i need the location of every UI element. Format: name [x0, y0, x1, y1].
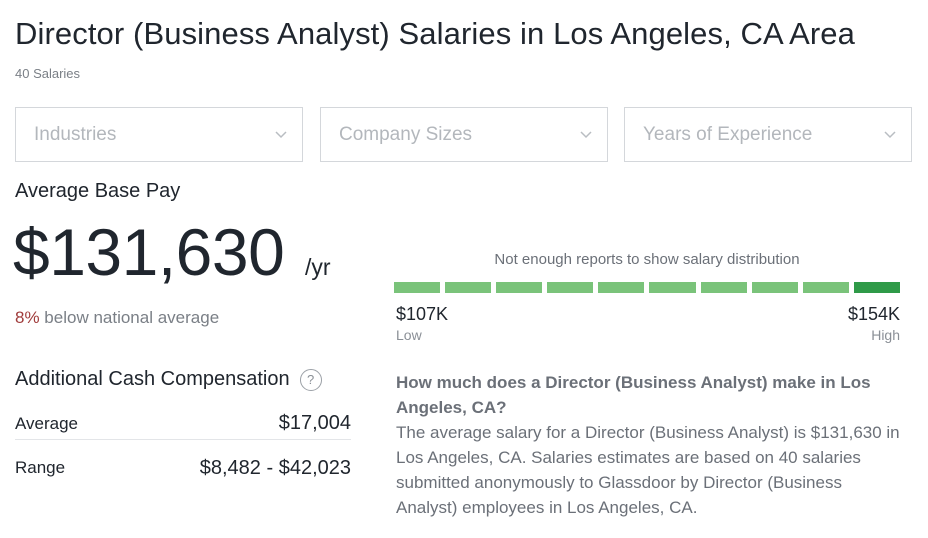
average-label: Average [15, 413, 79, 433]
pay-period-unit: /yr [305, 254, 331, 280]
faq-question: How much does a Director (Business Analy… [396, 373, 871, 417]
salary-bar-segment [700, 282, 747, 293]
salary-bar-segment [445, 282, 492, 293]
comparison-text: below national average [39, 308, 220, 327]
additional-cash-compensation-heading: Additional Cash Compensation ? [15, 368, 322, 391]
salary-bar-segment [496, 282, 543, 293]
salary-bar-segment [853, 282, 900, 293]
high-salary-value: $154K [847, 304, 900, 324]
additional-comp-range-row: Range $8,482 - $42,023 [15, 452, 351, 484]
average-value: $17,004 [278, 412, 351, 434]
years-of-experience-dropdown[interactable]: Years of Experience [624, 107, 912, 162]
high-salary-label: High [871, 327, 900, 343]
salary-bar-segment [802, 282, 849, 293]
page-title: Director (Business Analyst) Salaries in … [15, 16, 855, 51]
additional-comp-average-row: Average $17,004 [15, 408, 351, 440]
average-base-pay-label: Average Base Pay [15, 180, 181, 202]
range-value: $8,482 - $42,023 [199, 456, 351, 479]
salary-bar-segment [598, 282, 645, 293]
low-salary-label: Low [396, 327, 422, 343]
company-sizes-dropdown[interactable]: Company Sizes [320, 107, 608, 162]
faq-answer: The average salary for a Director (Busin… [396, 423, 900, 517]
salary-bar-segment [751, 282, 798, 293]
comparison-percent: 8% [15, 308, 40, 327]
company-sizes-placeholder: Company Sizes [339, 123, 473, 145]
chevron-down-icon [579, 128, 593, 142]
range-label: Range [15, 458, 66, 477]
industries-placeholder: Industries [34, 123, 117, 145]
average-base-pay-amount: $131,630 [13, 215, 285, 289]
chevron-down-icon [883, 128, 897, 142]
low-salary-value: $107K [396, 304, 449, 324]
salary-count: 40 Salaries [15, 66, 81, 81]
salary-range-bar [394, 282, 900, 293]
years-of-experience-placeholder: Years of Experience [643, 123, 813, 145]
national-comparison: 8% below national average [15, 308, 219, 328]
additional-comp-title: Additional Cash Compensation [15, 368, 290, 390]
industries-dropdown[interactable]: Industries [15, 107, 303, 162]
salary-bar-segment [394, 282, 441, 293]
salary-bar-segment [547, 282, 594, 293]
question-icon[interactable]: ? [299, 368, 322, 391]
chevron-down-icon [274, 128, 288, 142]
distribution-note: Not enough reports to show salary distri… [494, 251, 800, 268]
salary-bar-segment [649, 282, 696, 293]
